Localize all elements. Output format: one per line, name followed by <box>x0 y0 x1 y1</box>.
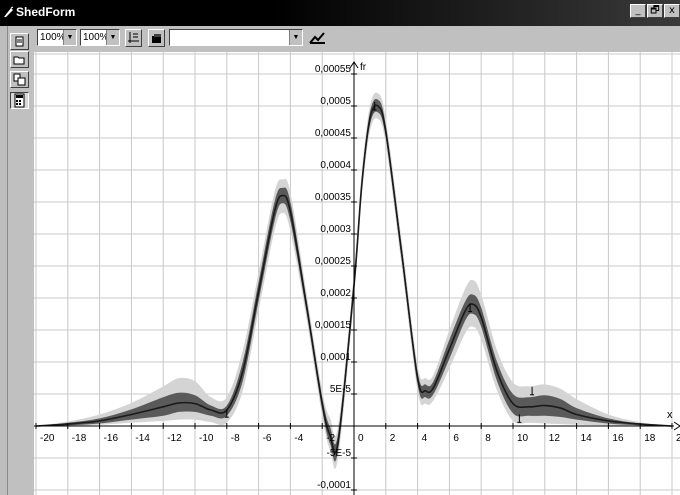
zoom-x-value: 100% <box>40 32 66 43</box>
x-tick-label: 20 <box>676 433 680 444</box>
x-tick-label: 14 <box>581 433 593 444</box>
chevron-down-icon[interactable]: ▼ <box>106 30 119 45</box>
sidebar-strip <box>0 26 8 495</box>
chart: -20 -18 -16 -14 -12 -10 -8 -6 -4 -2 0 2 4 6 8 10 12 14 16 1… <box>34 52 680 495</box>
y-tick-label: 0,00055 <box>315 64 352 75</box>
top-toolbar: 100% ▼ 100% ▼ ▼ <box>34 26 680 52</box>
palette-icon <box>152 34 161 43</box>
x-tick-label: -4 <box>294 433 303 444</box>
x-tick-label: -16 <box>104 433 119 444</box>
zoom-x-select[interactable]: 100% ▼ <box>37 29 77 46</box>
x-tick-label: -14 <box>135 433 150 444</box>
axes-button[interactable] <box>125 29 142 47</box>
y-axis-label: fr <box>360 62 367 73</box>
y-tick-label: 0,00045 <box>315 128 352 139</box>
x-tick-label: -18 <box>72 433 87 444</box>
x-tick-label: -12 <box>167 433 182 444</box>
color-button[interactable] <box>148 29 165 47</box>
x-tick-label: 12 <box>549 433 561 444</box>
plot-tool-button[interactable] <box>308 29 325 47</box>
chevron-down-icon[interactable]: ▼ <box>289 30 302 45</box>
zoom-y-value: 100% <box>83 32 109 43</box>
y-tick-label: 0,0001 <box>320 352 351 363</box>
axes-icon <box>128 32 139 43</box>
x-tick-label: -6 <box>263 433 272 444</box>
open-folder-button[interactable] <box>10 51 29 68</box>
minimize-button[interactable]: _ <box>630 4 646 18</box>
y-tick-label: -5E-5 <box>327 448 352 459</box>
open-folder-icon <box>13 56 25 65</box>
y-tick-label: 5E-5 <box>330 384 352 395</box>
close-button[interactable]: x <box>664 4 680 18</box>
chevron-down-icon[interactable]: ▼ <box>63 30 76 45</box>
x-tick-label: 0 <box>358 433 364 444</box>
sidebar-toolbar <box>0 26 34 495</box>
calculator-button[interactable] <box>10 92 29 109</box>
new-document-icon <box>15 36 24 47</box>
copy-document-button[interactable] <box>10 71 29 88</box>
x-tick-label: 4 <box>422 433 428 444</box>
x-tick-label: 16 <box>612 433 624 444</box>
new-document-button[interactable] <box>10 33 29 50</box>
y-tick-label: 0,00015 <box>315 320 352 331</box>
calculator-icon <box>14 93 25 108</box>
x-tick-label: -8 <box>231 433 240 444</box>
window-title: ShedForm <box>16 5 76 19</box>
y-axis-arrow <box>349 61 359 69</box>
x-tick-label: -10 <box>199 433 214 444</box>
x-tick-label: 6 <box>453 433 459 444</box>
series-select[interactable]: ▼ <box>169 29 303 46</box>
y-tick-label: 0,0005 <box>320 96 351 107</box>
x-tick-label: 8 <box>485 433 491 444</box>
x-tick-label: 10 <box>517 433 529 444</box>
zoom-y-select[interactable]: 100% ▼ <box>80 29 120 46</box>
restore-button[interactable]: 🗗 <box>647 4 663 18</box>
title-bar: ShedForm _ 🗗 x <box>0 0 680 26</box>
estimate-line <box>35 104 673 454</box>
y-tick-label: 0,00035 <box>315 192 352 203</box>
x-tick-label: 2 <box>390 433 396 444</box>
x-axis-label: x <box>667 409 673 421</box>
y-tick-label: -0,0001 <box>317 480 351 491</box>
x-tick-label: -2 <box>326 433 335 444</box>
plot-area[interactable]: -20 -18 -16 -14 -12 -10 -8 -6 -4 -2 0 2 4 6 8 10 12 14 16 1… <box>34 52 680 495</box>
y-tick-label: 0,0004 <box>320 160 351 171</box>
x-tick-label: -20 <box>40 433 55 444</box>
y-tick-label: 0,0002 <box>320 288 351 299</box>
copy-document-icon <box>13 73 26 86</box>
app-icon <box>4 6 14 17</box>
window-controls: _ 🗗 x <box>630 4 680 18</box>
y-tick-label: 0,00025 <box>315 256 352 267</box>
chart-tool-icon <box>309 32 325 44</box>
x-axis-arrow <box>673 421 680 431</box>
y-tick-label: 0,0003 <box>320 224 351 235</box>
x-tick-label: 18 <box>644 433 656 444</box>
